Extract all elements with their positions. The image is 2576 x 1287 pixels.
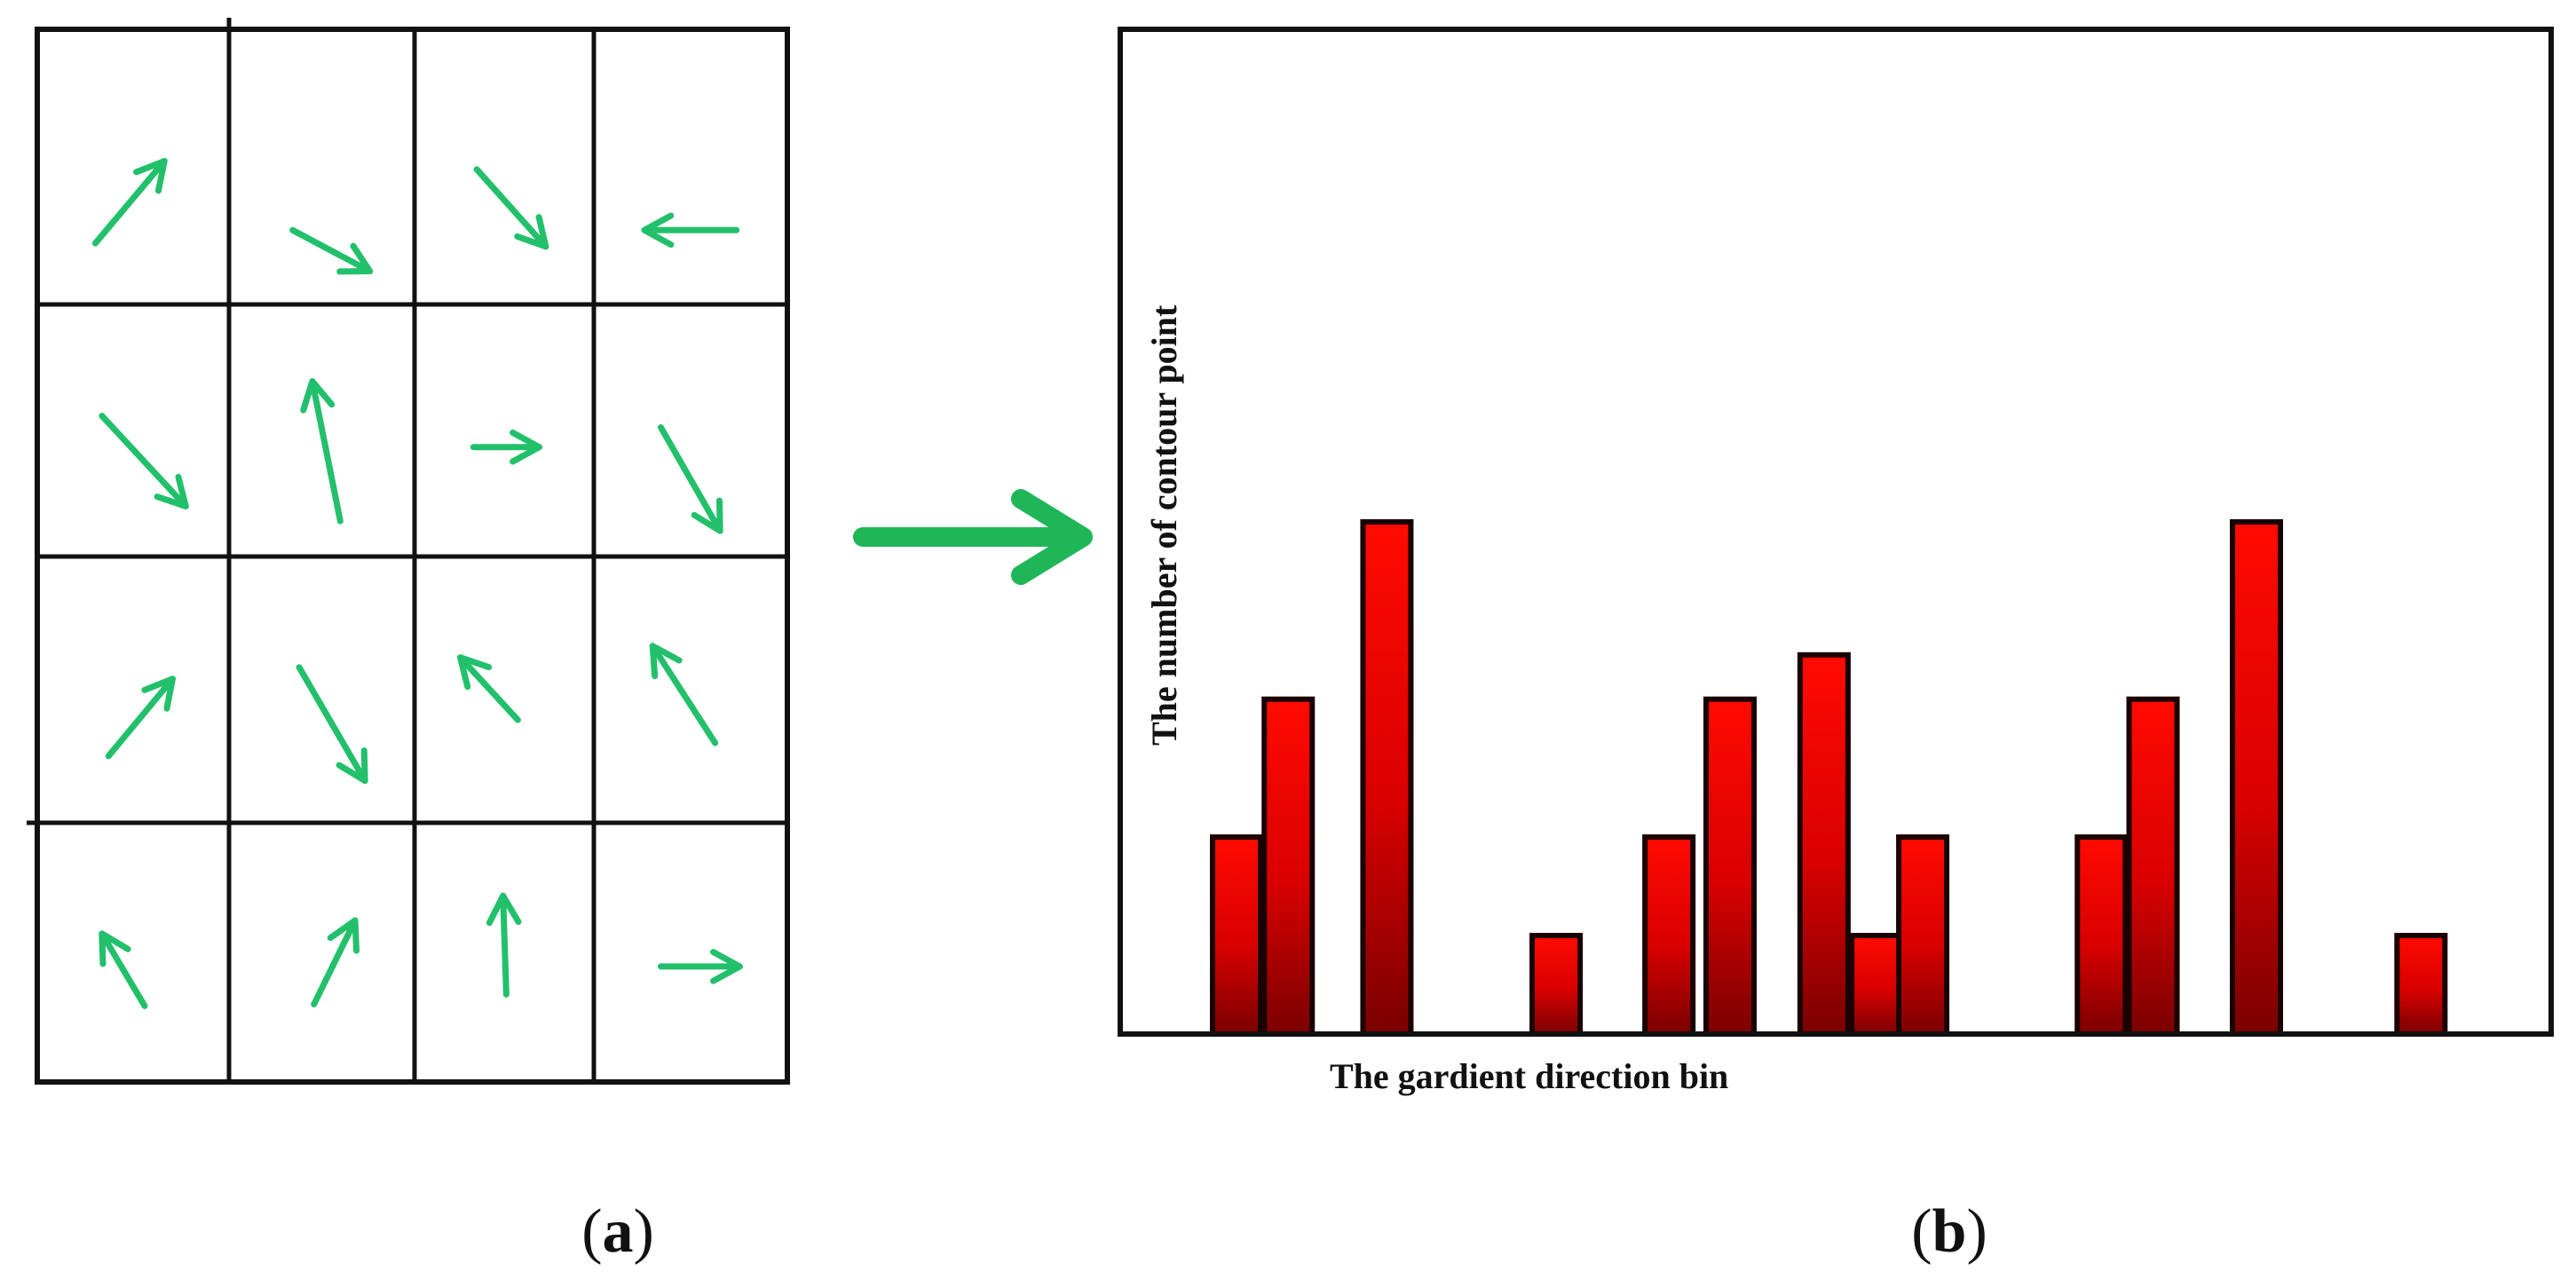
histogram-bar <box>1849 933 1903 1037</box>
up-arrow-icon <box>300 378 344 525</box>
y-axis-label: The number of contour point <box>1144 304 1184 746</box>
gradient-grid-panel <box>27 18 790 1085</box>
histogram-bar <box>2126 696 2180 1037</box>
histogram-panel: The number of contour point The gardient… <box>1118 27 2554 1096</box>
histogram-bar <box>1896 834 1950 1037</box>
up-right-arrow-icon <box>311 917 360 1007</box>
up-left-arrow-icon <box>99 930 148 1009</box>
up-left-arrow-icon <box>457 654 521 723</box>
caption-paren-open: ( <box>581 1197 602 1266</box>
up-left-arrow-icon <box>649 643 719 746</box>
caption-b: (b) <box>1911 1197 1987 1266</box>
caption-paren-open: ( <box>1911 1197 1932 1266</box>
histogram-bar <box>1529 933 1584 1037</box>
up-right-arrow-icon <box>105 675 176 760</box>
histogram-bar <box>1210 834 1263 1037</box>
down-arrow-icon <box>657 423 723 534</box>
caption-letter: a <box>603 1197 634 1266</box>
down-arrow-icon <box>296 664 368 785</box>
up-right-arrow-icon <box>91 157 168 247</box>
histogram-bar <box>1261 696 1316 1037</box>
left-arrow-icon <box>641 212 740 249</box>
histogram-bar <box>1360 519 1414 1037</box>
down-right-arrow-icon <box>99 413 189 509</box>
x-axis-label: The gardient direction bin <box>1330 1056 1728 1096</box>
histogram-bar <box>1703 696 1757 1037</box>
up-arrow-icon <box>486 892 522 998</box>
caption-letter: b <box>1932 1197 1967 1266</box>
right-arrow-icon <box>853 489 1093 585</box>
right-arrow-icon <box>470 429 542 465</box>
caption-paren-close: ) <box>634 1197 654 1266</box>
histogram-bar <box>2230 519 2284 1037</box>
histogram-bar <box>1642 834 1696 1037</box>
down-right-arrow-icon <box>289 226 374 275</box>
histogram-bar <box>1797 651 1851 1038</box>
histogram-bar <box>2074 834 2129 1037</box>
caption-paren-close: ) <box>1966 1197 1987 1266</box>
histogram-bar <box>2394 933 2448 1037</box>
right-arrow-icon <box>657 949 743 984</box>
down-right-arrow-icon <box>473 166 549 250</box>
caption-a: (a) <box>581 1197 654 1266</box>
